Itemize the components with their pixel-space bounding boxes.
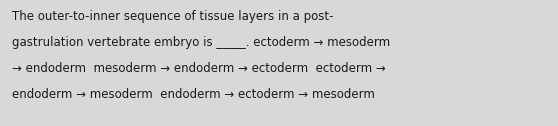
Text: gastrulation vertebrate embryo is _____. ectoderm → mesoderm: gastrulation vertebrate embryo is _____.… — [12, 36, 390, 49]
Text: endoderm → mesoderm  endoderm → ectoderm → mesoderm: endoderm → mesoderm endoderm → ectoderm … — [12, 88, 375, 101]
Text: → endoderm  mesoderm → endoderm → ectoderm  ectoderm →: → endoderm mesoderm → endoderm → ectoder… — [12, 62, 386, 75]
Text: The outer-to-inner sequence of tissue layers in a post-: The outer-to-inner sequence of tissue la… — [12, 10, 334, 23]
